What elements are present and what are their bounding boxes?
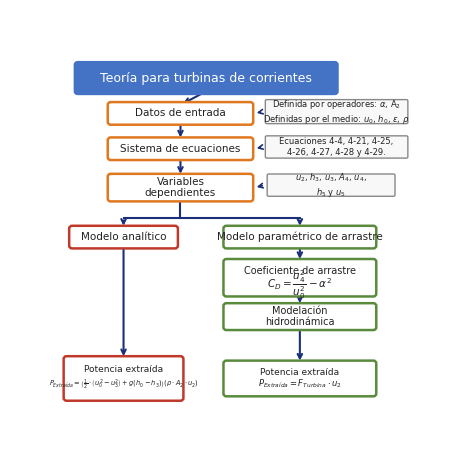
Text: Definida por operadores: $\alpha$, A$_2$
Definidas por el medio: $u_0$, $h_0$, $: Definida por operadores: $\alpha$, A$_2$…: [264, 98, 410, 125]
Text: Teoría para turbinas de corrientes: Teoría para turbinas de corrientes: [100, 72, 312, 84]
Text: Ecuaciones 4-4, 4-21, 4-25,
4-26, 4-27, 4-28 y 4-29.: Ecuaciones 4-4, 4-21, 4-25, 4-26, 4-27, …: [280, 137, 394, 157]
Text: $P_{Extraída}=\left(\frac{1}{2}\cdot\left(u_0^2-u_3^2\right)+g(h_0-h_3)\right)\l: $P_{Extraída}=\left(\frac{1}{2}\cdot\lef…: [49, 378, 199, 392]
FancyBboxPatch shape: [108, 102, 253, 125]
Text: Variables
dependientes: Variables dependientes: [145, 177, 216, 198]
Text: Potencia extraída: Potencia extraída: [260, 368, 339, 376]
Text: $u_2$, $h_3$, $u_3$, $A_4$, $u_4$,
$h_5$ y $u_5$: $u_2$, $h_3$, $u_3$, $A_4$, $u_4$, $h_5$…: [295, 172, 367, 199]
Text: Modelo analítico: Modelo analítico: [81, 232, 166, 242]
Text: Modelación
hidrodinámica: Modelación hidrodinámica: [265, 306, 335, 327]
FancyBboxPatch shape: [69, 226, 178, 248]
FancyBboxPatch shape: [223, 226, 376, 248]
FancyBboxPatch shape: [108, 174, 253, 202]
Text: $C_D = \dfrac{u_4^2}{u_0^2} - \alpha^2$: $C_D = \dfrac{u_4^2}{u_0^2} - \alpha^2$: [267, 269, 332, 301]
Text: Coeficiente de arrastre: Coeficiente de arrastre: [244, 266, 356, 276]
FancyBboxPatch shape: [265, 136, 408, 158]
FancyBboxPatch shape: [64, 356, 183, 401]
Text: Sistema de ecuaciones: Sistema de ecuaciones: [120, 144, 241, 154]
FancyBboxPatch shape: [75, 62, 337, 94]
FancyBboxPatch shape: [267, 174, 395, 196]
FancyBboxPatch shape: [223, 259, 376, 297]
FancyBboxPatch shape: [223, 303, 376, 330]
Text: Potencia extraída: Potencia extraída: [84, 365, 163, 374]
Text: Modelo paramétrico de arrastre: Modelo paramétrico de arrastre: [217, 232, 383, 242]
Text: $P_{Extraída}=F_{Turbina}\cdot u_2$: $P_{Extraída}=F_{Turbina}\cdot u_2$: [258, 378, 342, 390]
FancyBboxPatch shape: [223, 361, 376, 396]
FancyBboxPatch shape: [108, 137, 253, 160]
FancyBboxPatch shape: [265, 100, 408, 123]
Text: Datos de entrada: Datos de entrada: [135, 108, 226, 118]
